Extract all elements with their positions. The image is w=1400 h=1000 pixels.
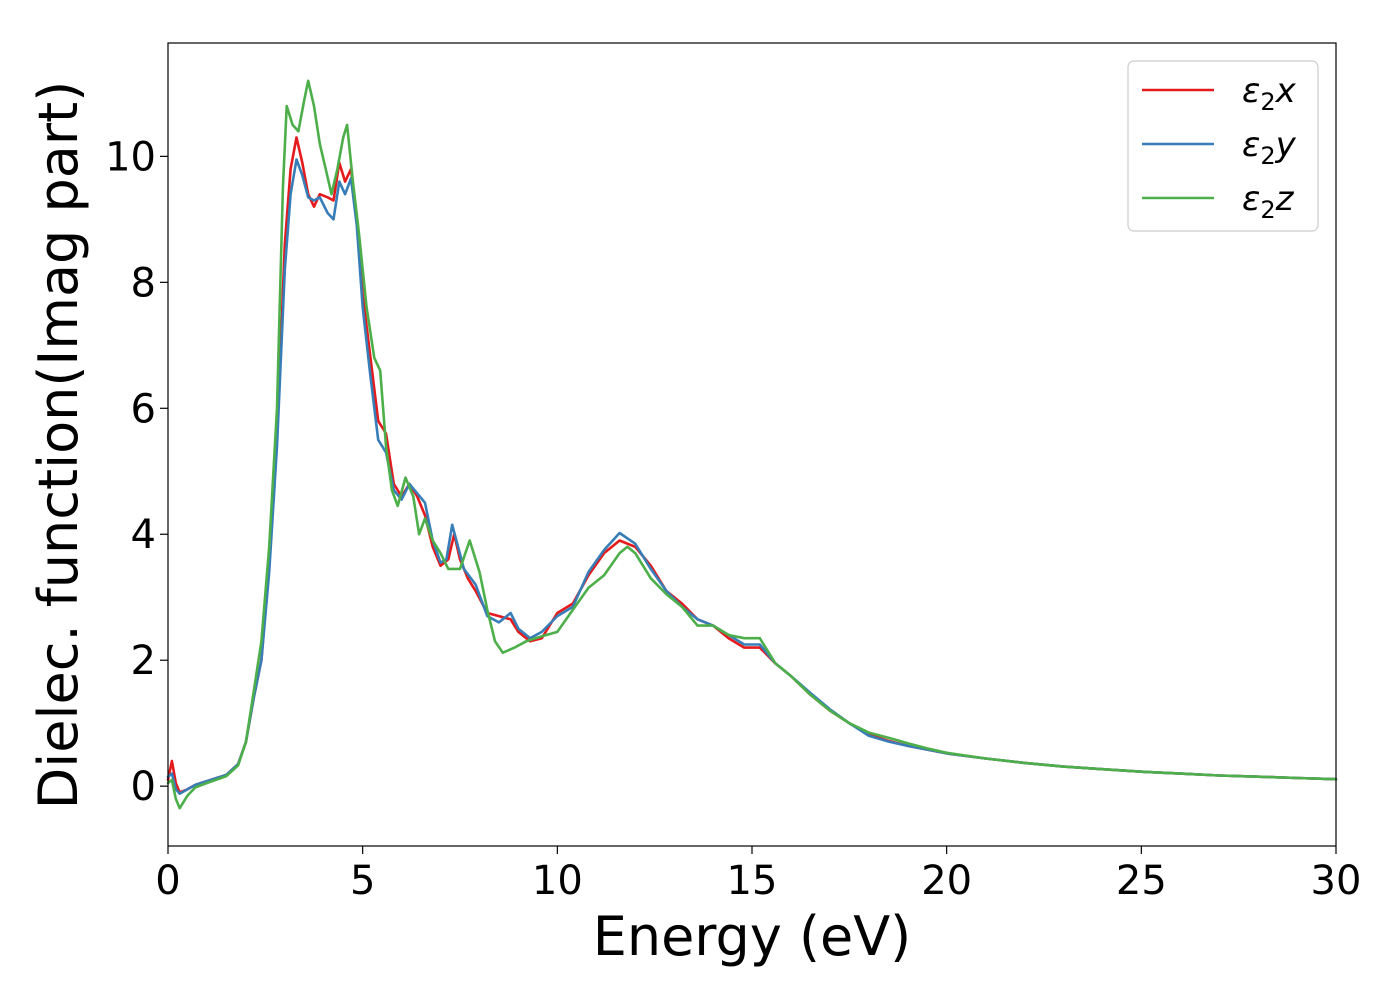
y-tick-label: 8 <box>131 260 156 306</box>
series-line-y <box>166 158 1338 795</box>
legend-label-y: ε2y <box>1242 125 1297 170</box>
x-axis-ticks: 0 5 10 15 20 25 30 <box>155 846 1361 904</box>
legend-label-z: ε2z <box>1242 179 1295 224</box>
legend-label-x: ε2x <box>1242 71 1297 116</box>
legend-box <box>1127 60 1319 232</box>
legend: ε2x ε2y ε2z <box>1127 60 1319 232</box>
x-axis-title: Energy (eV) <box>593 905 912 968</box>
y-tick-label: 0 <box>131 764 156 810</box>
x-tick-label: 30 <box>1311 858 1362 904</box>
series-line-x <box>166 136 1338 794</box>
y-tick-label: 2 <box>131 638 156 684</box>
y-axis-ticks: 0 2 4 6 8 10 <box>105 134 168 810</box>
x-tick-label: 20 <box>921 858 972 904</box>
x-tick-label: 5 <box>350 858 375 904</box>
y-axis-title: Dielec. function(Imag part) <box>27 81 90 810</box>
series-layer <box>166 79 1338 810</box>
y-tick-label: 6 <box>131 386 156 432</box>
y-tick-label: 10 <box>105 134 156 180</box>
x-tick-label: 15 <box>727 858 778 904</box>
x-tick-label: 25 <box>1116 858 1167 904</box>
legend-items: ε2x ε2y ε2z <box>1142 71 1297 224</box>
series-line-z <box>166 79 1338 810</box>
x-tick-label: 0 <box>155 858 180 904</box>
x-tick-label: 10 <box>532 858 583 904</box>
y-tick-label: 4 <box>131 512 156 558</box>
